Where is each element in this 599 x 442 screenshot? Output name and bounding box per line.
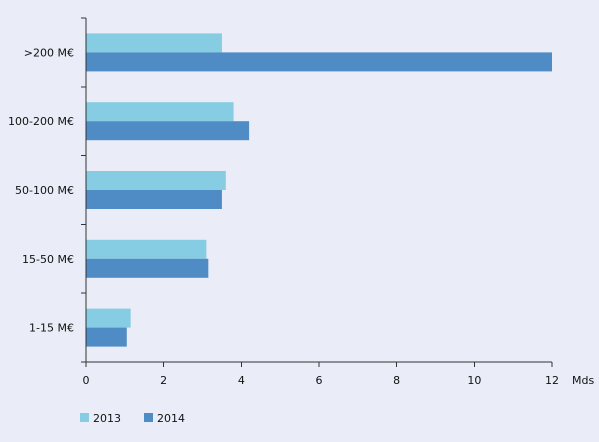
legend-label-2013: 2013 — [93, 412, 121, 425]
legend: 2013 2014 — [80, 412, 185, 425]
bar-2013-4 — [86, 308, 131, 328]
legend-label-2014: 2014 — [157, 412, 185, 425]
bars-group — [86, 33, 552, 347]
category-label: 100-200 M€ — [8, 115, 74, 128]
bar-2014-4 — [86, 327, 127, 347]
bar-2014-3 — [86, 258, 209, 278]
category-label: 15-50 M€ — [22, 253, 74, 266]
x-tick-label: 6 — [316, 374, 323, 387]
x-tick-label: 8 — [393, 374, 400, 387]
bar-2014-1 — [86, 121, 250, 141]
bar-2014-0 — [86, 52, 552, 72]
category-label: >200 M€ — [24, 46, 74, 59]
legend-swatch-2013 — [80, 413, 89, 422]
category-label: 1-15 M€ — [29, 322, 74, 335]
labels-group: >200 M€ 100-200 M€ 50-100 M€ 15-50 M€ 1-15 M… — [8, 46, 594, 387]
x-unit-label: Mds — [572, 374, 594, 387]
x-tick-label: 4 — [238, 374, 245, 387]
category-label: 50-100 M€ — [15, 184, 74, 197]
x-tick-label: 12 — [545, 374, 559, 387]
x-tick-label: 0 — [83, 374, 90, 387]
bar-2013-1 — [86, 102, 234, 122]
bar-2013-0 — [86, 33, 222, 53]
axes-group — [81, 17, 553, 367]
bar-2013-3 — [86, 239, 207, 259]
x-tick-label: 2 — [160, 374, 167, 387]
x-tick-label: 10 — [467, 374, 481, 387]
bar-2013-2 — [86, 171, 226, 190]
bar-2014-2 — [86, 190, 222, 209]
legend-swatch-2014 — [144, 413, 153, 422]
